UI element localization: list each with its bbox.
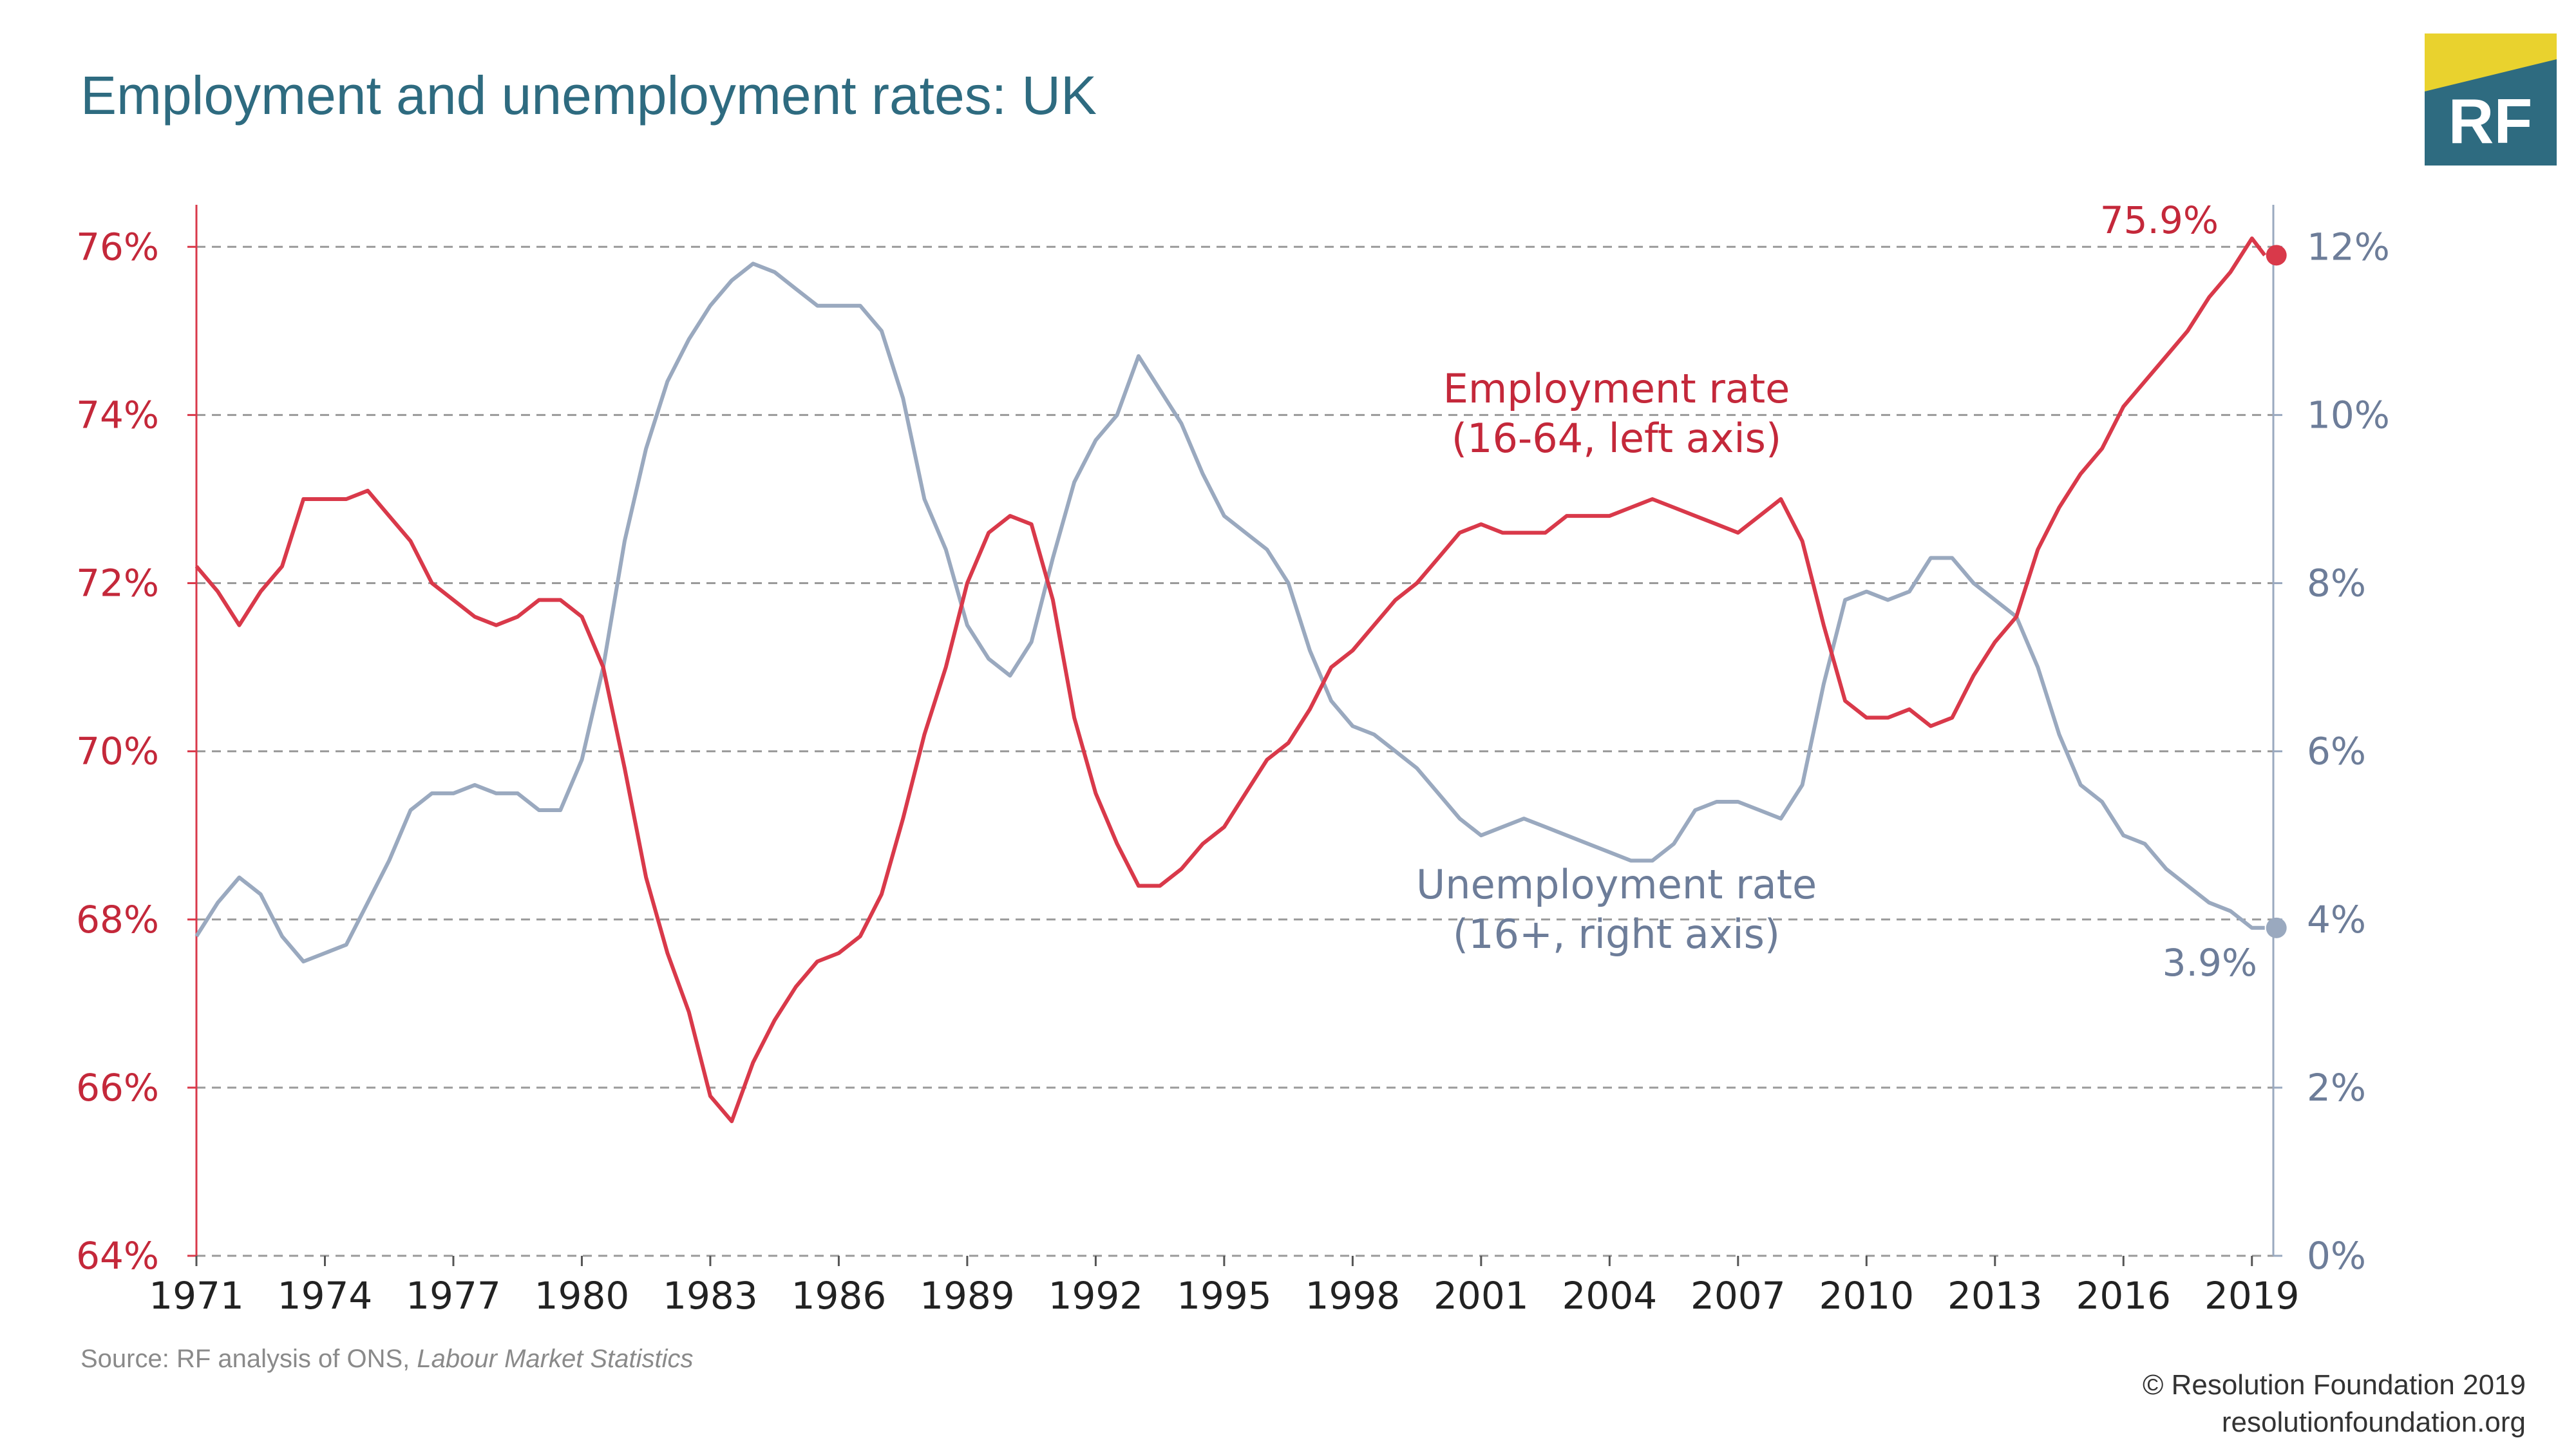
- left-axis-tick-label: 64%: [76, 1234, 159, 1278]
- right-axis-tick-label: 2%: [2307, 1066, 2366, 1110]
- x-axis-tick-label: 2013: [1947, 1274, 2043, 1318]
- x-axis-tick-label: 1980: [535, 1274, 630, 1318]
- right-axis-tick-label: 6%: [2307, 730, 2366, 773]
- x-axis-tick-label: 2016: [2076, 1274, 2171, 1318]
- logo-yellow-corner: [2425, 33, 2557, 91]
- x-axis-tick-label: 1998: [1305, 1274, 1401, 1318]
- left-axis-tick-label: 74%: [76, 393, 159, 437]
- source-note: Source: RF analysis of ONS, Labour Marke…: [80, 1345, 693, 1374]
- right-axis-tick-label: 8%: [2307, 562, 2366, 605]
- chart-title: Employment and unemployment rates: UK: [80, 65, 1097, 126]
- right-axis-tick-label: 10%: [2307, 393, 2390, 437]
- source-prefix: Source: RF analysis of ONS,: [80, 1345, 417, 1373]
- x-axis-tick-label: 2001: [1434, 1274, 1529, 1318]
- left-axis-tick-label: 72%: [76, 562, 159, 605]
- employment-label-line1: Employment rate: [1443, 365, 1790, 412]
- left-axis-tick-label: 66%: [76, 1066, 159, 1110]
- logo-text: RF: [2448, 86, 2533, 156]
- employment-end-label: 75.9%: [2100, 198, 2219, 242]
- unemployment-label-line2: (16+, right axis): [1453, 911, 1780, 958]
- right-axis-tick-label: 4%: [2307, 898, 2366, 942]
- credit: © Resolution Foundation 2019 resolutionf…: [2143, 1367, 2526, 1441]
- x-axis-tick-label: 2007: [1690, 1274, 1786, 1318]
- unemployment-label-line1: Unemployment rate: [1416, 861, 1817, 908]
- employment-end-marker: [2266, 245, 2287, 266]
- left-axis-tick-label: 76%: [76, 225, 159, 269]
- x-axis-tick-label: 1986: [791, 1274, 887, 1318]
- unemployment-end-marker: [2266, 917, 2287, 938]
- source-dataset: Labour Market Statistics: [417, 1345, 694, 1373]
- x-axis-tick-label: 1989: [920, 1274, 1015, 1318]
- x-axis-tick-label: 1992: [1048, 1274, 1144, 1318]
- x-axis-tick-label: 1974: [278, 1274, 373, 1318]
- x-axis-tick-label: 1971: [149, 1274, 244, 1318]
- left-axis-tick-label: 68%: [76, 898, 159, 942]
- credit-copyright: © Resolution Foundation 2019: [2142, 1369, 2526, 1401]
- left-axis-tick-label: 70%: [76, 730, 159, 773]
- unemployment-rate-line: [194, 261, 2265, 963]
- right-axis-tick-label: 12%: [2307, 225, 2390, 269]
- employment-rate-line: [194, 236, 2267, 1124]
- x-axis-tick-label: 1995: [1177, 1274, 1272, 1318]
- right-axis-tick-label: 0%: [2307, 1234, 2366, 1278]
- x-axis-tick-label: 2019: [2204, 1274, 2300, 1318]
- x-axis-tick-label: 1977: [406, 1274, 501, 1318]
- x-axis-tick-label: 1983: [663, 1274, 758, 1318]
- unemployment-end-label: 3.9%: [2163, 941, 2257, 985]
- x-axis-tick-label: 2010: [1819, 1274, 1914, 1318]
- x-axis-tick-label: 2004: [1562, 1274, 1658, 1318]
- credit-website: resolutionfoundation.org: [2221, 1406, 2526, 1438]
- employment-label-line2: (16-64, left axis): [1452, 415, 1781, 462]
- rf-logo: RF: [2425, 33, 2557, 166]
